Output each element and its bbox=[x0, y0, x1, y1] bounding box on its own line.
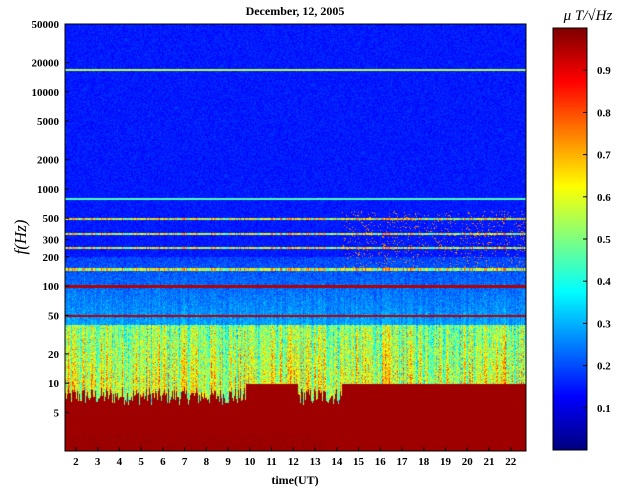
x-tick-label: 3 bbox=[95, 456, 101, 468]
y-tick-label: 500 bbox=[43, 213, 60, 225]
y-tick-label: 1000 bbox=[37, 184, 60, 196]
y-tick-label: 20 bbox=[48, 349, 60, 361]
x-tick-label: 11 bbox=[266, 456, 276, 468]
colorbar-tick-label: 0.5 bbox=[597, 234, 611, 246]
colorbar bbox=[553, 28, 587, 450]
y-tick-label: 10 bbox=[48, 378, 60, 390]
x-tick-label: 19 bbox=[440, 456, 452, 468]
y-tick-label: 5000 bbox=[37, 116, 60, 128]
y-tick-label: 300 bbox=[43, 235, 60, 247]
x-tick-label: 22 bbox=[505, 456, 517, 468]
x-tick-label: 18 bbox=[418, 456, 430, 468]
y-tick-label: 50 bbox=[48, 310, 60, 322]
x-tick-label: 16 bbox=[375, 456, 387, 468]
x-tick-label: 7 bbox=[182, 456, 188, 468]
colorbar-tick-label: 0.9 bbox=[597, 65, 611, 77]
x-axis-label: time(UT) bbox=[271, 473, 318, 487]
y-tick-label: 5 bbox=[54, 407, 60, 419]
colorbar-tick-label: 0.3 bbox=[597, 318, 611, 330]
colorbar-tick-label: 0.1 bbox=[597, 403, 611, 415]
x-tick-label: 10 bbox=[244, 456, 256, 468]
x-tick-label: 4 bbox=[117, 456, 123, 468]
x-tick-label: 9 bbox=[225, 456, 231, 468]
y-tick-label: 200 bbox=[43, 252, 60, 264]
x-tick-label: 12 bbox=[288, 456, 300, 468]
spectrogram-heatmap bbox=[65, 24, 526, 451]
spectrogram-plot bbox=[65, 24, 526, 451]
y-tick-label: 20000 bbox=[32, 58, 60, 70]
x-tick-label: 20 bbox=[462, 456, 474, 468]
y-axis-ticks: 5 10 20 50 100 200 300 500 1000 2000 5000 10000 2000… bbox=[32, 19, 70, 419]
colorbar-tick-label: 0.2 bbox=[597, 361, 611, 373]
colorbar-tick-label: 0.8 bbox=[597, 107, 611, 119]
y-tick-label: 100 bbox=[43, 281, 60, 293]
x-tick-label: 15 bbox=[353, 456, 365, 468]
colorbar-tick-label: 0.7 bbox=[597, 150, 611, 162]
x-tick-label: 21 bbox=[484, 456, 495, 468]
x-tick-label: 5 bbox=[138, 456, 144, 468]
x-tick-label: 17 bbox=[397, 456, 409, 468]
y-tick-label: 50000 bbox=[32, 19, 60, 31]
chart-title: December, 12, 2005 bbox=[246, 4, 345, 18]
x-tick-label: 6 bbox=[160, 456, 166, 468]
colorbar-tick-label: 0.4 bbox=[597, 276, 611, 288]
colorbar-label: μ T/√Hz bbox=[563, 8, 613, 24]
y-axis-label: f(Hz) bbox=[11, 219, 30, 254]
x-tick-label: 2 bbox=[73, 456, 79, 468]
x-tick-label: 13 bbox=[310, 456, 322, 468]
x-tick-label: 14 bbox=[331, 456, 343, 468]
y-tick-label: 2000 bbox=[37, 155, 60, 167]
colorbar-gradient bbox=[553, 28, 587, 450]
colorbar-tick-label: 0.6 bbox=[597, 192, 611, 204]
y-tick-label: 10000 bbox=[32, 87, 60, 99]
x-tick-label: 8 bbox=[204, 456, 210, 468]
